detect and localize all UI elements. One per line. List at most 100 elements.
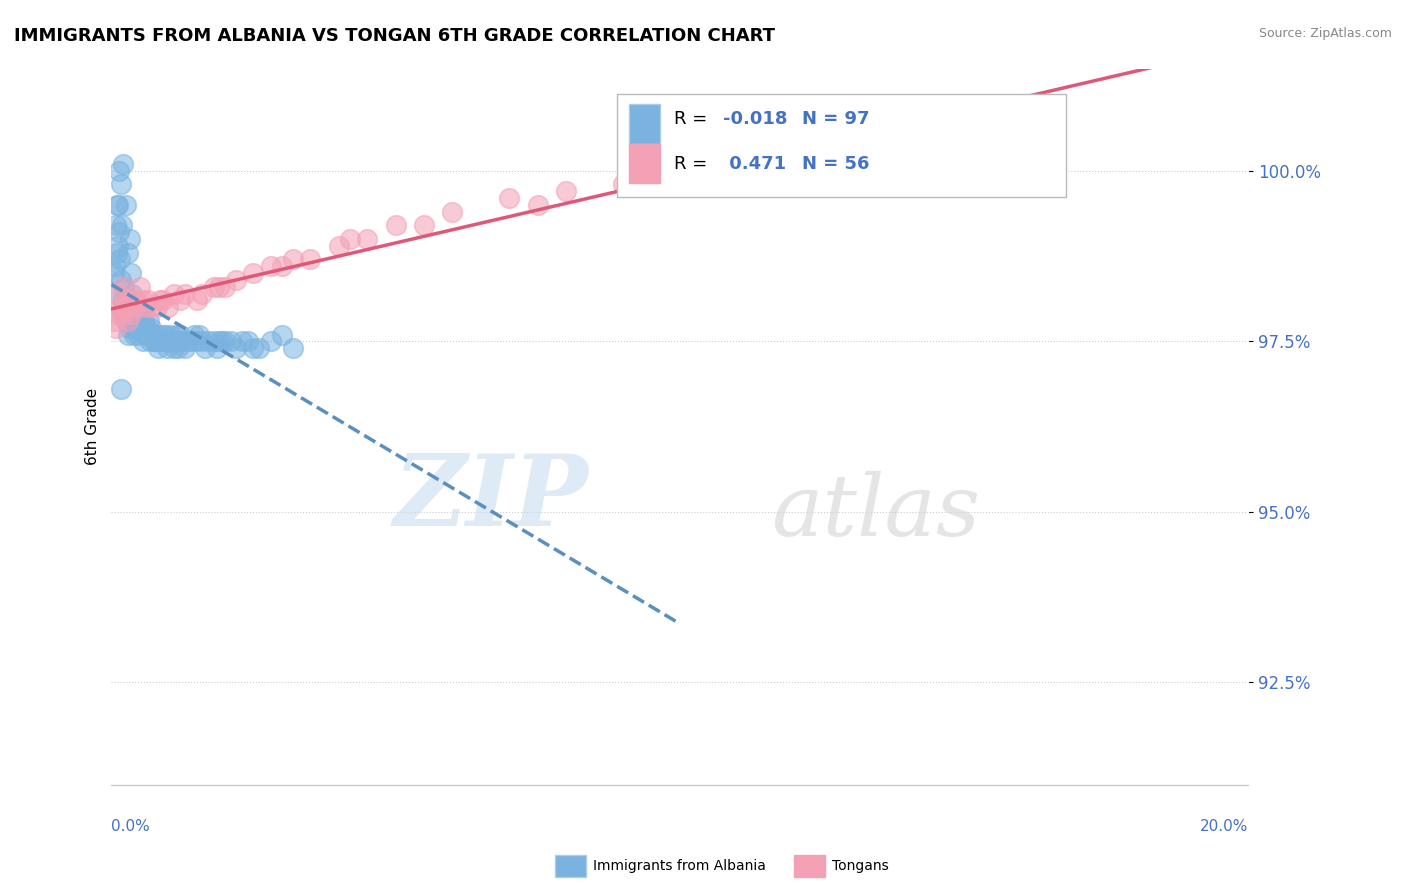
Point <box>163 341 186 355</box>
Point <box>111 307 134 321</box>
Point <box>127 327 149 342</box>
Point <box>231 334 253 349</box>
Point <box>150 334 173 349</box>
Point <box>105 245 128 260</box>
Point <box>120 232 142 246</box>
Point <box>441 204 464 219</box>
Point <box>105 198 128 212</box>
Point <box>146 341 169 355</box>
Point <box>328 239 350 253</box>
Point <box>103 266 125 280</box>
Point <box>107 225 129 239</box>
Text: Source: ZipAtlas.com: Source: ZipAtlas.com <box>1258 27 1392 40</box>
Point <box>169 327 191 342</box>
Point <box>165 334 187 349</box>
Point <box>259 260 281 274</box>
Point <box>839 144 862 158</box>
Point <box>117 327 139 342</box>
Point <box>114 293 136 308</box>
Point <box>114 300 136 314</box>
Point <box>172 334 194 349</box>
Point <box>112 293 135 308</box>
Point <box>149 334 172 349</box>
Point <box>555 184 578 198</box>
Point <box>107 286 129 301</box>
Point <box>131 320 153 334</box>
Y-axis label: 6th Grade: 6th Grade <box>86 388 100 465</box>
Point <box>129 307 152 321</box>
Point <box>270 260 292 274</box>
Point <box>132 334 155 349</box>
Point <box>166 327 188 342</box>
Point <box>108 252 131 267</box>
Point <box>211 334 233 349</box>
Point <box>138 327 160 342</box>
Point <box>122 327 145 342</box>
Point <box>526 198 548 212</box>
Point <box>122 314 145 328</box>
Text: 20.0%: 20.0% <box>1199 819 1249 834</box>
Point <box>141 327 163 342</box>
Text: R =: R = <box>673 110 713 128</box>
Point <box>114 198 136 212</box>
Point <box>112 280 135 294</box>
Text: R =: R = <box>673 155 713 173</box>
Point <box>107 239 129 253</box>
Point <box>169 293 191 308</box>
Point <box>174 341 197 355</box>
Point <box>118 320 141 334</box>
Point <box>141 320 163 334</box>
Point <box>205 341 228 355</box>
Point <box>103 314 125 328</box>
Point <box>191 286 214 301</box>
Text: 0.0%: 0.0% <box>111 819 150 834</box>
Point <box>138 293 160 308</box>
Point <box>202 334 225 349</box>
Point <box>152 334 174 349</box>
Point <box>157 334 180 349</box>
Point <box>149 293 172 308</box>
Point <box>167 341 190 355</box>
Point <box>299 252 322 267</box>
Point <box>134 314 156 328</box>
Point <box>124 293 146 308</box>
Point <box>135 320 157 334</box>
Point <box>117 245 139 260</box>
Point <box>225 273 247 287</box>
Point <box>162 334 184 349</box>
Point <box>247 341 270 355</box>
Point <box>110 273 132 287</box>
Point <box>214 334 236 349</box>
Point <box>138 314 160 328</box>
Point <box>107 198 129 212</box>
Point <box>156 341 179 355</box>
Point <box>111 219 134 233</box>
Point <box>155 334 177 349</box>
Point <box>117 314 139 328</box>
Point <box>122 300 145 314</box>
Point <box>125 320 148 334</box>
Point <box>208 334 231 349</box>
FancyBboxPatch shape <box>617 94 1066 197</box>
Point <box>183 327 205 342</box>
Point <box>152 293 174 308</box>
Point <box>118 300 141 314</box>
Bar <box>628 144 661 183</box>
Point <box>111 157 134 171</box>
Point <box>112 300 135 314</box>
Point <box>194 341 217 355</box>
Point <box>146 334 169 349</box>
Point <box>896 136 918 151</box>
Point <box>174 286 197 301</box>
Point <box>612 178 634 192</box>
Point <box>117 300 139 314</box>
Point <box>111 307 134 321</box>
Point <box>128 300 150 314</box>
Text: -0.018: -0.018 <box>723 110 787 128</box>
Point <box>225 341 247 355</box>
Point <box>283 252 305 267</box>
Point <box>283 341 305 355</box>
Point <box>128 280 150 294</box>
Point <box>104 260 127 274</box>
Point <box>339 232 361 246</box>
